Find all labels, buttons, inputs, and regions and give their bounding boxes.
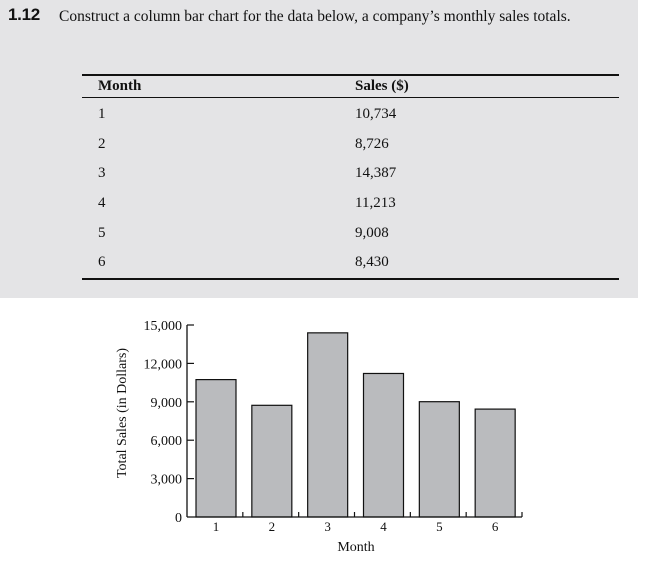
y-tick-label: 0 (175, 511, 182, 526)
x-tick-label: 4 (380, 519, 387, 534)
sales-cell: 9,008 (355, 224, 389, 241)
bar (474, 408, 516, 518)
sales-cell: 10,734 (355, 106, 397, 122)
table-row: 1 10,734 (0, 104, 638, 134)
bar (307, 332, 349, 518)
problem-statement: Construct a column bar chart for the dat… (59, 8, 571, 25)
y-axis-label: Total Sales (in Dollars) (115, 348, 130, 478)
x-tick-label: 5 (436, 519, 443, 534)
sales-cell: 11,213 (355, 195, 396, 212)
bar (362, 372, 405, 518)
table-top-rule (82, 74, 619, 76)
y-tick-label: 3,000 (151, 473, 183, 488)
x-axis-label: Month (337, 540, 374, 555)
table-row: 3 14,387 (0, 163, 638, 193)
y-tick-label: 12,000 (144, 357, 183, 372)
x-tick-label: 2 (269, 519, 276, 534)
x-tick-label: 3 (324, 519, 331, 534)
bar (251, 404, 293, 518)
table-row: 4 11,213 (0, 193, 638, 223)
table-body: 1 10,734 2 8,726 3 14,387 4 11,213 5 9,0… (0, 104, 638, 282)
bar-chart: Total Sales (in Dollars) Month 0 3,000 6,0… (115, 319, 523, 555)
table-header-rule (82, 97, 619, 98)
month-cell: 3 (98, 165, 106, 182)
y-tick-label: 15,000 (144, 319, 183, 334)
sales-cell: 14,387 (355, 165, 397, 182)
month-cell: 4 (98, 195, 106, 212)
y-tick-label: 6,000 (151, 434, 183, 449)
table-header-month: Month (98, 78, 142, 94)
table-row: 5 9,008 (0, 223, 638, 253)
month-cell: 5 (98, 224, 106, 241)
table-bottom-rule (82, 278, 619, 280)
bar (418, 401, 460, 518)
bar (195, 379, 237, 518)
y-tick-label: 9,000 (151, 396, 183, 411)
month-cell: 2 (98, 135, 106, 152)
table-row: 2 8,726 (0, 134, 638, 164)
month-cell: 6 (98, 254, 106, 271)
sales-cell: 8,430 (355, 254, 389, 271)
x-tick-label: 6 (492, 519, 499, 534)
problem-number: 1.12 (8, 5, 40, 24)
x-tick-label: 1 (213, 519, 220, 534)
sales-cell: 8,726 (355, 135, 389, 152)
table-header-sales: Sales ($) (355, 78, 409, 94)
table-row: 6 8,430 (0, 252, 638, 282)
month-cell: 1 (98, 106, 106, 122)
problem-panel: 1.12 Construct a column bar chart for th… (0, 0, 638, 298)
